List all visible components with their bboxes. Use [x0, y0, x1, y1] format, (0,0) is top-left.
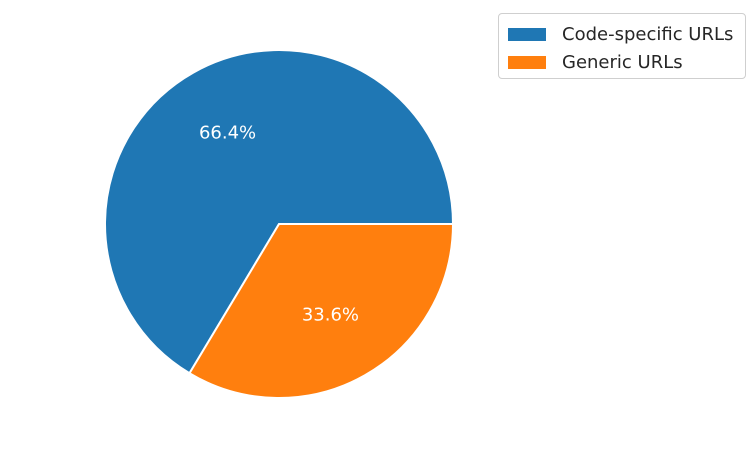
- pie-slice-generic-urls: [188, 223, 454, 399]
- legend-label-generic-urls: Generic URLs: [562, 51, 683, 73]
- slice-labels-layer: 66.4% 33.6%: [199, 123, 359, 326]
- legend-label-code-specific-urls: Code-specific URLs: [562, 23, 734, 45]
- legend-item-code-specific-urls: Code-specific URLs: [508, 22, 733, 46]
- slices-layer: [104, 49, 454, 399]
- pie-slice-code-specific-urls: [104, 49, 454, 375]
- legend-swatch-generic-urls: [508, 55, 546, 69]
- legend-item-generic-urls: Generic URLs: [508, 50, 683, 74]
- legend-swatch-code-specific-urls: [508, 27, 546, 41]
- slice-label-generic-urls: 33.6%: [302, 304, 359, 325]
- legend: Code-specific URLs Generic URLs: [498, 13, 746, 79]
- slice-label-code-specific-urls: 66.4%: [199, 123, 256, 144]
